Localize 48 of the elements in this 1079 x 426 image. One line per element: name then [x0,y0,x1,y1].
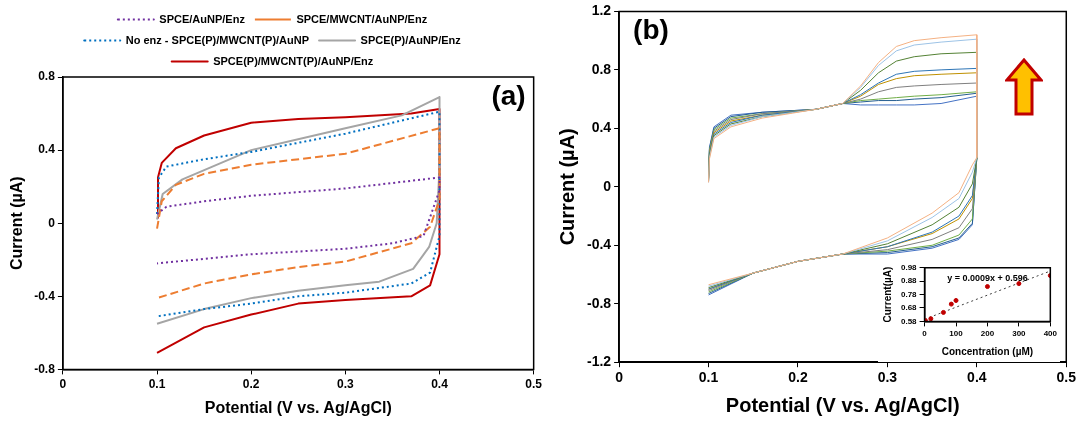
x-tick-label: 200 [980,329,995,339]
annotation: (a) [491,79,526,111]
x-tick-label: 0.1 [698,369,719,386]
y-axis-title: Current (µA) [555,128,578,246]
x-tick-label: 0.2 [242,376,260,391]
x-tick-label: 0.3 [877,369,898,386]
y-tick-label: -0.4 [34,288,56,303]
x-tick-label: 0.5 [525,376,543,391]
y-tick-label: 0.8 [591,60,612,77]
x-axis-title: Potential (V vs. Ag/AgCl) [725,393,960,416]
x-tick-label: 0.1 [148,376,166,391]
x-tick-label: 0.2 [788,369,808,386]
y-tick-label: 0.78 [900,289,918,299]
x-tick-label: 0.5 [1056,369,1077,386]
legend-label: SPCE/AuNP/Enz [159,12,246,25]
y-tick-label: 1.2 [591,2,612,19]
x-tick-label: 0.4 [431,376,449,391]
y-tick-label: 0 [48,215,56,230]
annotation: y = 0.0009x + 0.596 [947,272,1028,283]
annotation: (b) [633,14,669,46]
x-tick-label: 0 [922,329,928,339]
x-axis-title: Concentration (µM) [941,345,1034,357]
y-tick-label: 0.68 [900,303,918,313]
x-tick-label: 0.3 [337,376,355,391]
y-tick-label: 0.58 [900,316,918,326]
legend-label: No enz - SPCE(P)/MWCNT(P)/AuNP [125,33,310,46]
legend-label: SPCE(P)/MWCNT(P)/AuNP/Enz [213,54,374,67]
x-tick-label: 100 [949,329,964,339]
x-tick-label: 0.4 [967,369,987,386]
y-tick-label: -0.8 [34,361,56,376]
x-axis-title: Potential (V vs. Ag/AgCl) [204,398,392,416]
x-tick-label: 400 [1043,329,1058,339]
x-tick-label: 0 [615,369,624,386]
legend-label: SPCE(P)/AuNP/Enz [360,33,462,46]
y-tick-label: -0.8 [587,294,612,311]
y-tick-label: -0.4 [587,236,612,253]
y-axis-title: Current (µA) [8,176,26,271]
y-axis-title: Current(µA) [881,266,893,323]
y-tick-label: 0.4 [591,119,612,136]
x-tick-label: 300 [1012,329,1027,339]
x-tick-label: 0 [59,376,67,391]
y-tick-label: 0.4 [38,142,56,157]
y-tick-label: 0.8 [38,69,56,84]
y-tick-label: 0.88 [900,276,918,286]
legend-label: SPCE/MWCNT/AuNP/Enz [296,12,428,25]
y-tick-label: 0 [603,177,612,194]
y-tick-label: 0.98 [900,263,918,272]
y-tick-label: -1.2 [587,353,612,370]
